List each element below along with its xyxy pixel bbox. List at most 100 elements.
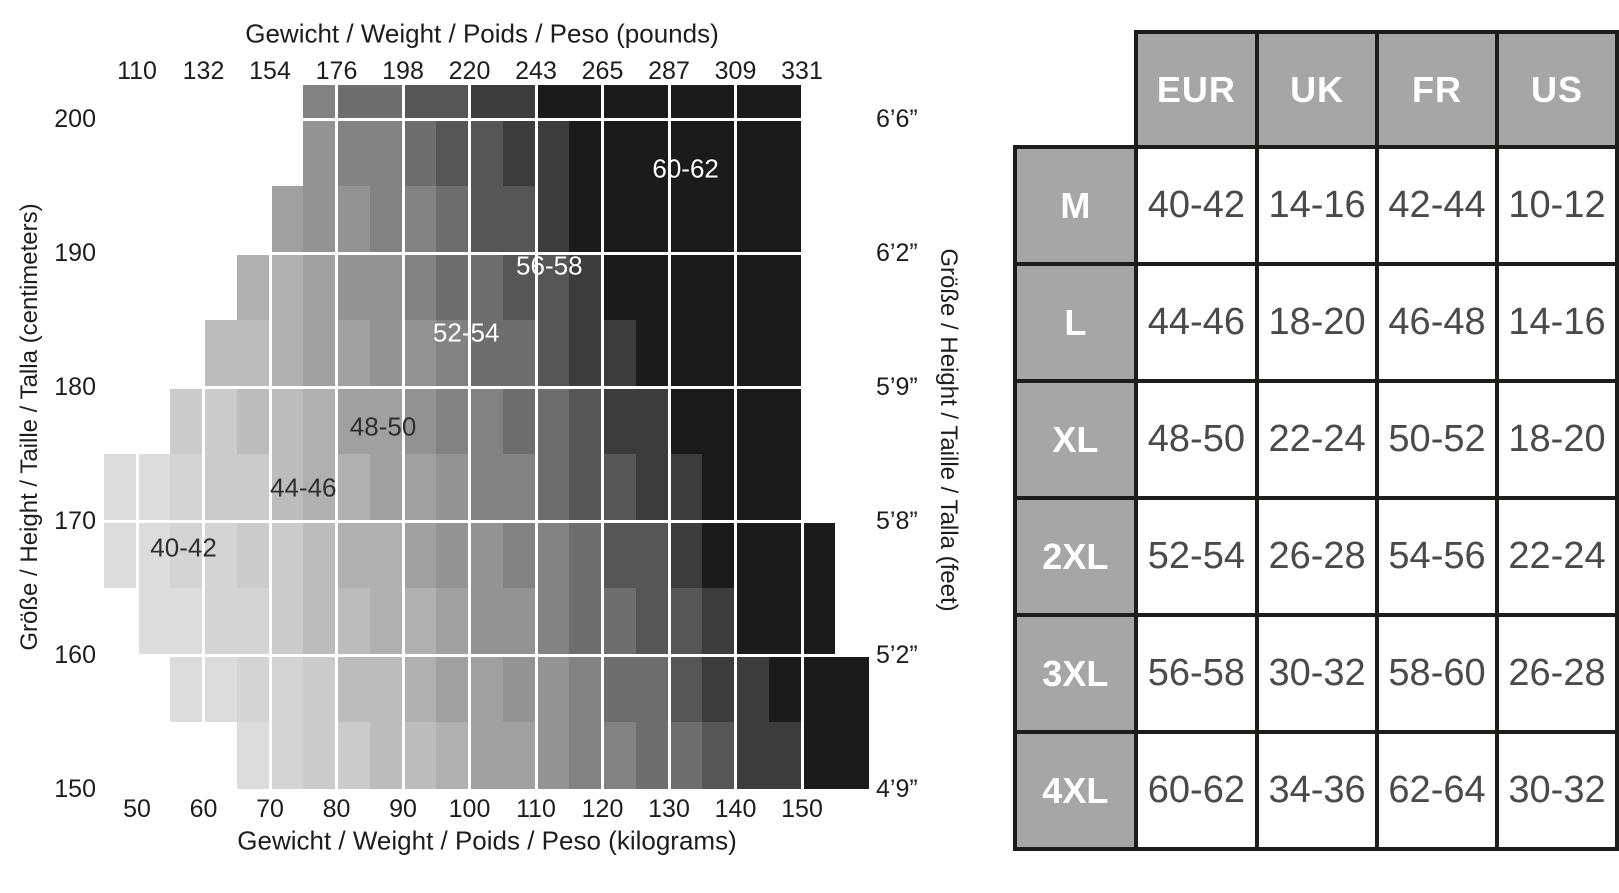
heatmap-cell — [835, 722, 869, 789]
table-corner-blank — [1015, 32, 1136, 147]
size-region-label: 52-54 — [432, 317, 500, 348]
heatmap-cell — [669, 387, 703, 454]
heatmap-cell — [469, 454, 503, 521]
heatmap-cell — [203, 588, 237, 655]
table-cell-m-us: 10-12 — [1495, 145, 1619, 266]
heatmap-cell — [303, 85, 337, 119]
heatmap-cell — [502, 722, 536, 789]
y-tick-centimeters: 150 — [54, 775, 96, 803]
heatmap-cell — [569, 119, 603, 186]
heatmap-cell — [369, 722, 403, 789]
x-tick-pounds: 287 — [648, 57, 690, 85]
heatmap-cell — [236, 588, 270, 655]
y-tick-feet: 6’2” — [876, 239, 918, 267]
table-cell-xl-uk: 22-24 — [1255, 379, 1380, 500]
heatmap-cell — [403, 454, 437, 521]
heatmap-cell — [802, 655, 836, 722]
heatmap-cell — [702, 655, 736, 722]
heatmap-cell — [436, 655, 470, 722]
heatmap-cell — [702, 119, 736, 186]
heatmap-cell — [502, 521, 536, 588]
table-cell-l-uk: 18-20 — [1255, 262, 1380, 383]
x-tick-pounds: 220 — [448, 57, 491, 85]
size-label-l: L — [1013, 262, 1138, 383]
size-label-4xl: 4XL — [1013, 730, 1138, 851]
heatmap-cell — [635, 454, 669, 521]
heatmap-cell — [203, 387, 237, 454]
heatmap-cell — [203, 320, 237, 387]
size-conversion-table: EUR UK FR US M 40-42 14-16 42-44 10-12 L 44-46 18-… — [1013, 30, 1619, 851]
horizontal-gridline — [103, 251, 869, 255]
vertical-gridline — [468, 85, 471, 789]
heatmap-cell — [270, 588, 304, 655]
x-tick-pounds: 132 — [182, 57, 225, 85]
horizontal-gridline — [103, 385, 869, 389]
heatmap-cell — [635, 253, 669, 320]
heatmap-cell — [735, 521, 769, 588]
heatmap-cell — [768, 722, 802, 789]
y-tick-centimeters: 160 — [54, 641, 96, 669]
heatmap-cell — [469, 521, 503, 588]
heatmap-cell — [170, 387, 204, 454]
heatmap-cell — [270, 320, 304, 387]
heatmap-cell — [303, 186, 337, 253]
heatmap-cell — [735, 722, 769, 789]
heatmap-cell — [768, 253, 802, 320]
heatmap-cell — [436, 722, 470, 789]
heatmap-cell — [403, 588, 437, 655]
table-cell-4xl-us: 30-32 — [1495, 730, 1619, 851]
vertical-gridline — [601, 85, 604, 789]
table-cell-m-uk: 14-16 — [1255, 145, 1380, 266]
x-tick-kilograms: 140 — [714, 795, 757, 823]
heatmap-cell — [536, 186, 570, 253]
heatmap-cell — [502, 253, 536, 320]
heatmap-cell — [669, 454, 703, 521]
table-cell-4xl-fr: 62-64 — [1375, 730, 1499, 851]
heatmap-cell — [469, 588, 503, 655]
heatmap-cell — [569, 722, 603, 789]
heatmap-cell — [170, 588, 204, 655]
heatmap-cell — [469, 85, 503, 119]
heatmap-cell — [602, 655, 636, 722]
heatmap-cell — [369, 521, 403, 588]
heatmap-cell — [502, 320, 536, 387]
heatmap-cell — [469, 253, 503, 320]
heatmap-cell — [702, 186, 736, 253]
y-tick-centimeters: 190 — [54, 239, 96, 267]
table-cell-3xl-eur: 56-58 — [1133, 613, 1260, 734]
heatmap-cell — [702, 454, 736, 521]
heatmap-cell — [236, 320, 270, 387]
heatmap-cell — [403, 655, 437, 722]
heatmap-cell — [536, 521, 570, 588]
heatmap-cell — [602, 454, 636, 521]
heatmap-cell — [336, 320, 370, 387]
heatmap-cell — [303, 119, 337, 186]
y-tick-feet: 5’9” — [876, 373, 918, 401]
heatmap-cell — [170, 454, 204, 521]
heatmap-cell — [835, 655, 869, 722]
heatmap-cell — [602, 119, 636, 186]
x-tick-kilograms: 50 — [123, 795, 151, 823]
heatmap-cell — [137, 588, 171, 655]
heatmap-cell — [569, 186, 603, 253]
heatmap-cell — [536, 588, 570, 655]
heatmap-cell — [569, 387, 603, 454]
heatmap-cell — [768, 588, 802, 655]
table-row-2xl: 2XL 52-54 26-28 54-56 22-24 — [1013, 496, 1619, 617]
heatmap-cell — [303, 454, 337, 521]
x-axis-title-pounds: Gewicht / Weight / Poids / Peso (pounds) — [245, 18, 719, 49]
heatmap-cell — [602, 588, 636, 655]
heatmap-cell — [336, 253, 370, 320]
size-label-3xl: 3XL — [1013, 613, 1138, 734]
heatmap-cell — [369, 655, 403, 722]
heatmap-cell — [336, 655, 370, 722]
table-cell-3xl-us: 26-28 — [1495, 613, 1619, 734]
heatmap-cell — [369, 253, 403, 320]
heatmap-cell — [436, 320, 470, 387]
x-tick-pounds: 265 — [581, 57, 624, 85]
heatmap-cell — [436, 588, 470, 655]
x-tick-kilograms: 60 — [189, 795, 218, 823]
table-cell-3xl-fr: 58-60 — [1375, 613, 1499, 734]
heatmap-cell — [303, 655, 337, 722]
heatmap-cell — [702, 320, 736, 387]
